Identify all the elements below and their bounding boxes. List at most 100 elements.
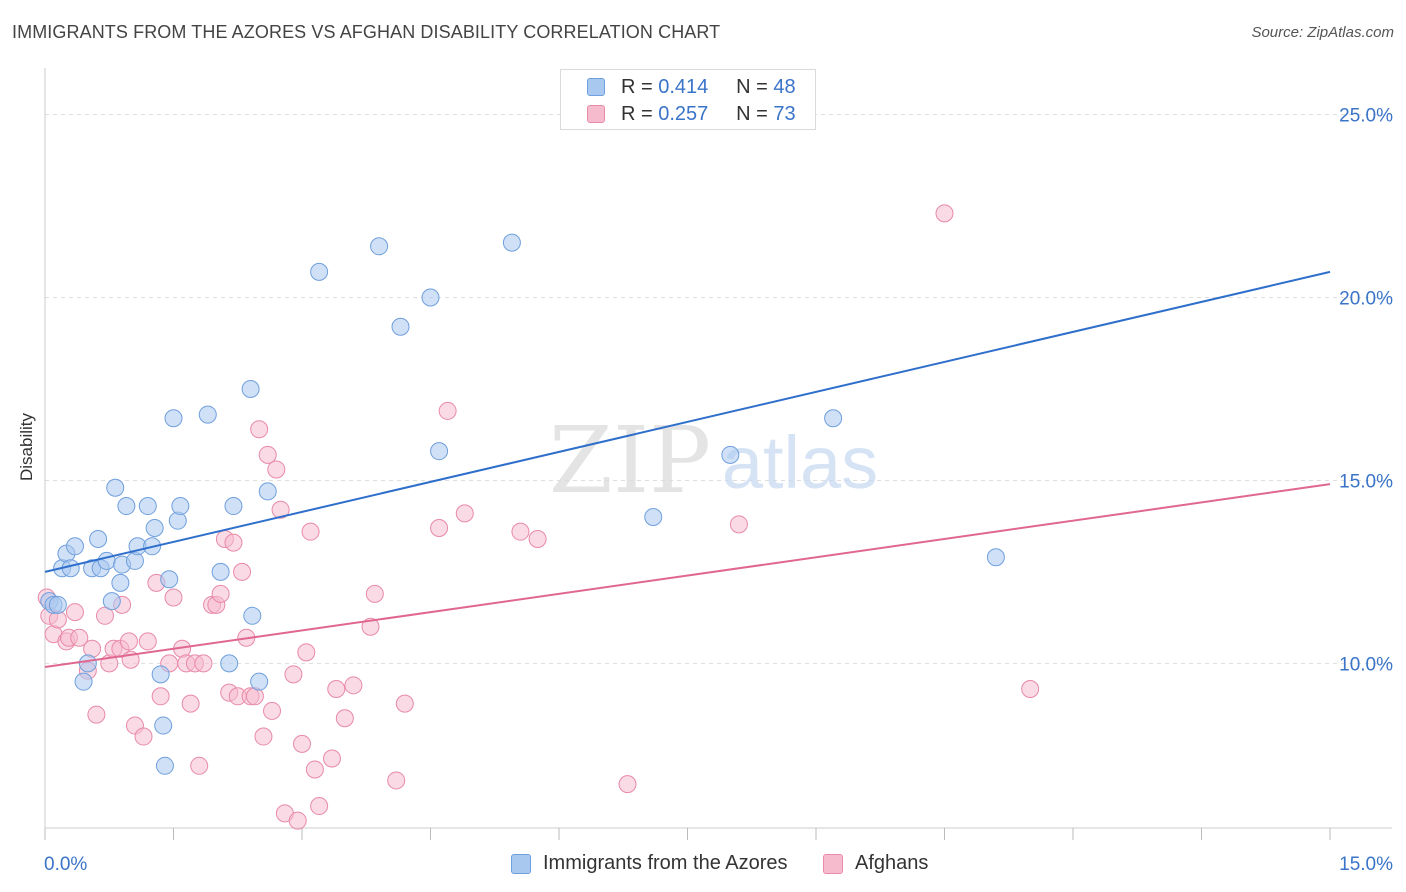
azores-point bbox=[258, 482, 277, 501]
azores-point bbox=[74, 672, 93, 691]
legend-label-azores: Immigrants from the Azores bbox=[543, 852, 788, 874]
afghans-trend-line bbox=[44, 483, 1331, 669]
azores-point bbox=[102, 592, 121, 611]
afghans-point bbox=[138, 632, 157, 651]
azores-point bbox=[391, 317, 410, 336]
afghans-point bbox=[387, 771, 406, 790]
afghans-point bbox=[134, 727, 153, 746]
azores-point bbox=[160, 570, 179, 589]
afghans-point bbox=[271, 500, 290, 519]
afghans-points bbox=[37, 204, 1040, 830]
azores-point bbox=[89, 529, 108, 548]
afghans-point bbox=[430, 519, 449, 537]
azores-point bbox=[502, 233, 521, 252]
azores-point bbox=[986, 548, 1005, 567]
afghans-point bbox=[233, 562, 252, 581]
afghans-point bbox=[164, 588, 183, 607]
correlation-legend: R = 0.414 N = 48 R = 0.257 N = 73 bbox=[560, 69, 816, 130]
legend-n-label: N = bbox=[736, 76, 768, 98]
source-credit: Source: ZipAtlas.com bbox=[1251, 24, 1394, 41]
afghans-point bbox=[87, 705, 106, 724]
afghans-point bbox=[95, 606, 114, 625]
azores-point bbox=[97, 551, 116, 570]
legend-label-afghans: Afghans bbox=[855, 852, 929, 874]
azores-point bbox=[430, 442, 449, 461]
legend-r-value: 0.257 bbox=[658, 103, 709, 125]
azores-point bbox=[164, 409, 183, 428]
afghans-point bbox=[361, 617, 380, 636]
azores-point bbox=[106, 478, 125, 497]
legend-r-label: R = bbox=[621, 76, 653, 98]
azores-point bbox=[824, 409, 843, 428]
azores-point bbox=[125, 551, 144, 570]
afghans-point bbox=[250, 420, 269, 439]
afghans-point bbox=[395, 694, 414, 713]
y-tick-label: 20.0% bbox=[1339, 289, 1393, 310]
afghans-point bbox=[258, 445, 277, 464]
afghans-point bbox=[267, 460, 286, 479]
azores-point bbox=[151, 665, 170, 684]
azores-point bbox=[145, 519, 164, 537]
afghans-point bbox=[151, 687, 170, 706]
legend-r-label: R = bbox=[621, 103, 653, 125]
azores-point bbox=[241, 379, 260, 398]
watermark: ZIP atlas bbox=[549, 407, 878, 514]
azores-point bbox=[171, 497, 190, 516]
azores-point bbox=[250, 672, 269, 691]
trend-lines bbox=[44, 270, 1331, 669]
afghans-point bbox=[65, 603, 84, 622]
legend-n-label: N = bbox=[736, 103, 768, 125]
legend-swatch-pink bbox=[823, 854, 843, 874]
afghans-point bbox=[297, 643, 316, 662]
afghans-point bbox=[263, 701, 282, 720]
azores-point bbox=[421, 288, 440, 307]
azores-point bbox=[310, 262, 329, 281]
azores-point bbox=[154, 716, 173, 735]
azores-point bbox=[111, 573, 130, 592]
azores-point bbox=[138, 497, 157, 516]
y-tick-label: 25.0% bbox=[1339, 106, 1393, 127]
afghans-point bbox=[224, 533, 243, 552]
legend-swatch-blue bbox=[511, 854, 531, 874]
afghans-point bbox=[284, 665, 303, 684]
azores-point bbox=[168, 511, 187, 530]
afghans-point bbox=[729, 515, 748, 534]
chart-title: IMMIGRANTS FROM THE AZORES VS AFGHAN DIS… bbox=[12, 22, 721, 42]
afghans-point bbox=[935, 204, 954, 223]
azores-point bbox=[220, 654, 239, 673]
azores-point bbox=[243, 606, 262, 625]
afghans-point bbox=[288, 811, 307, 830]
legend-swatch-pink bbox=[587, 105, 605, 123]
x-tick-label: 0.0% bbox=[44, 854, 87, 875]
azores-point bbox=[370, 237, 389, 256]
afghans-point bbox=[293, 734, 311, 753]
x-tick-label: 15.0% bbox=[1339, 854, 1393, 875]
azores-point bbox=[78, 654, 97, 673]
legend-r-value: 0.414 bbox=[658, 76, 709, 98]
azores-point bbox=[721, 445, 740, 464]
y-tick-label: 15.0% bbox=[1339, 471, 1393, 492]
afghans-point bbox=[301, 522, 320, 541]
afghans-point bbox=[310, 797, 329, 816]
azores-point bbox=[48, 595, 67, 614]
azores-point bbox=[65, 537, 84, 556]
axes bbox=[44, 68, 1392, 840]
afghans-point bbox=[70, 628, 89, 647]
watermark-zip: ZIP bbox=[549, 407, 711, 514]
afghans-point bbox=[327, 679, 346, 698]
afghans-point bbox=[438, 401, 457, 420]
azores-point bbox=[117, 497, 136, 516]
afghans-point bbox=[511, 522, 530, 541]
tick-labels: 10.0% 15.0% 20.0% 25.0% 0.0% 15.0% bbox=[44, 106, 1393, 875]
azores-point bbox=[155, 756, 174, 775]
watermark-atlas: atlas bbox=[722, 421, 878, 504]
afghans-point bbox=[190, 756, 209, 775]
afghans-point bbox=[254, 727, 273, 746]
y-tick-label: 10.0% bbox=[1339, 654, 1393, 675]
afghans-point bbox=[211, 584, 230, 603]
afghans-point bbox=[455, 504, 474, 523]
azores-trend-line bbox=[44, 270, 1331, 573]
legend-n-value: 48 bbox=[773, 76, 796, 98]
azores-point bbox=[211, 562, 230, 581]
